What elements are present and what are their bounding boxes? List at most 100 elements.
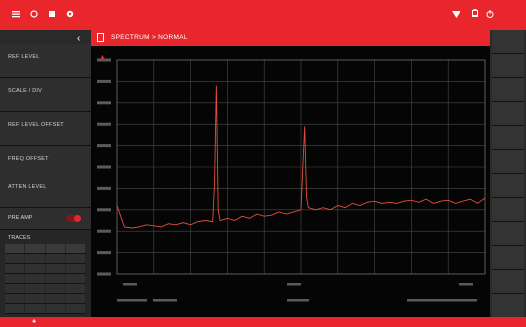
preamp-toggle[interactable] (66, 215, 81, 222)
softkey-bar (490, 30, 526, 318)
document-icon[interactable] (97, 33, 104, 42)
table-row[interactable] (5, 294, 86, 304)
y-tick-label (97, 251, 111, 255)
sidebar-item-label: REF LEVEL (8, 54, 40, 60)
x-center-label (287, 283, 301, 286)
traces-title: TRACES (8, 235, 31, 241)
trace-header-cell (5, 244, 25, 253)
softkey-button[interactable] (492, 294, 524, 318)
y-tick-label (97, 144, 111, 148)
power-icon[interactable] (486, 10, 494, 18)
y-tick-label (97, 272, 111, 276)
softkey-button[interactable] (492, 78, 524, 102)
menu-icon[interactable] (12, 10, 20, 18)
sidebar-item-label: REF LEVEL OFFSET (8, 122, 64, 128)
plot-frame (116, 59, 486, 275)
trace-cell (5, 284, 25, 293)
softkey-button[interactable] (492, 126, 524, 150)
softkey-button[interactable] (492, 30, 524, 54)
spectrum-titlebar: SPECTRUM > NORMAL (91, 30, 490, 46)
trace-cell (65, 304, 85, 313)
add-icon[interactable]: ✚ (32, 319, 37, 325)
trace-cell (45, 304, 65, 313)
softkey-button[interactable] (492, 54, 524, 78)
table-row[interactable] (5, 254, 86, 264)
preamp-row: PRE AMP (0, 208, 91, 230)
trace-table (5, 244, 86, 314)
trace-cell (25, 254, 45, 263)
stop-icon[interactable] (48, 10, 56, 18)
breadcrumb[interactable]: SPECTRUM > NORMAL (111, 34, 188, 41)
y-tick-label (97, 122, 111, 126)
y-tick-label (97, 165, 111, 169)
softkey-button[interactable] (492, 150, 524, 174)
status-readout (407, 299, 477, 302)
status-readout (287, 299, 309, 302)
sidebar-item-label: ATTEN LEVEL (8, 184, 47, 190)
record-icon[interactable] (30, 10, 38, 18)
y-tick-label (97, 186, 111, 190)
spectrum-trace (116, 85, 486, 229)
trace-cell (45, 284, 65, 293)
bottom-bar: ✚ (0, 317, 526, 327)
table-row[interactable] (5, 264, 86, 274)
y-tick-label (97, 58, 111, 62)
wifi-icon (452, 11, 460, 18)
trace-cell (5, 294, 25, 303)
trace-cell (45, 264, 65, 273)
x-stop-label (459, 283, 473, 286)
trace-cell (65, 264, 85, 273)
y-tick-label (97, 79, 111, 83)
sidebar-item-label: FREQ OFFSET (8, 156, 49, 162)
sidebar-item-atten-level[interactable]: ATTEN LEVEL (0, 174, 91, 208)
trace-cell (25, 304, 45, 313)
softkey-button[interactable] (492, 174, 524, 198)
spectrum-plot[interactable]: ▲ (91, 46, 490, 317)
trace-cell (5, 274, 25, 283)
marker-icon[interactable]: ▲ (99, 54, 106, 61)
table-row[interactable] (5, 284, 86, 294)
settings-icon[interactable] (66, 10, 74, 18)
softkey-button[interactable] (492, 270, 524, 294)
trace-table-header (5, 244, 86, 254)
traces-panel: TRACES (0, 230, 91, 317)
trace-cell (65, 254, 85, 263)
softkey-button[interactable] (492, 246, 524, 270)
battery-icon (472, 9, 478, 17)
preamp-label: PRE AMP (8, 215, 33, 221)
trace-cell (45, 294, 65, 303)
trace-header-cell (65, 244, 85, 253)
status-readout (117, 299, 147, 302)
toggle-knob (74, 215, 81, 222)
trace-cell (65, 274, 85, 283)
sidebar-item-ref-level[interactable]: REF LEVEL (0, 44, 91, 78)
trace-cell (45, 254, 65, 263)
trace-cell (25, 284, 45, 293)
sidebar-item-scale-div[interactable]: SCALE / DIV (0, 78, 91, 112)
x-start-label (123, 283, 137, 286)
trace-cell (65, 284, 85, 293)
y-tick-label (97, 229, 111, 233)
trace-cell (5, 264, 25, 273)
softkey-button[interactable] (492, 102, 524, 126)
trace-cell (25, 264, 45, 273)
softkey-button[interactable] (492, 222, 524, 246)
y-tick-label (97, 208, 111, 212)
settings-sidebar: ‹ REF LEVEL SCALE / DIV REF LEVEL OFFSET… (0, 30, 91, 317)
trace-header-cell (45, 244, 65, 253)
table-row[interactable] (5, 274, 86, 284)
trace-cell (65, 294, 85, 303)
spectrum-chart[interactable] (91, 46, 490, 317)
table-row[interactable] (5, 304, 86, 314)
chevron-left-icon[interactable]: ‹ (77, 33, 81, 44)
sidebar-item-ref-level-offset[interactable]: REF LEVEL OFFSET (0, 112, 91, 146)
trace-cell (45, 274, 65, 283)
y-tick-label (97, 101, 111, 105)
softkey-button[interactable] (492, 198, 524, 222)
trace-cell (25, 274, 45, 283)
sidebar-item-label: SCALE / DIV (8, 88, 42, 94)
trace-cell (5, 304, 25, 313)
status-bar (0, 0, 526, 30)
trace-header-cell (25, 244, 45, 253)
trace-cell (5, 254, 25, 263)
